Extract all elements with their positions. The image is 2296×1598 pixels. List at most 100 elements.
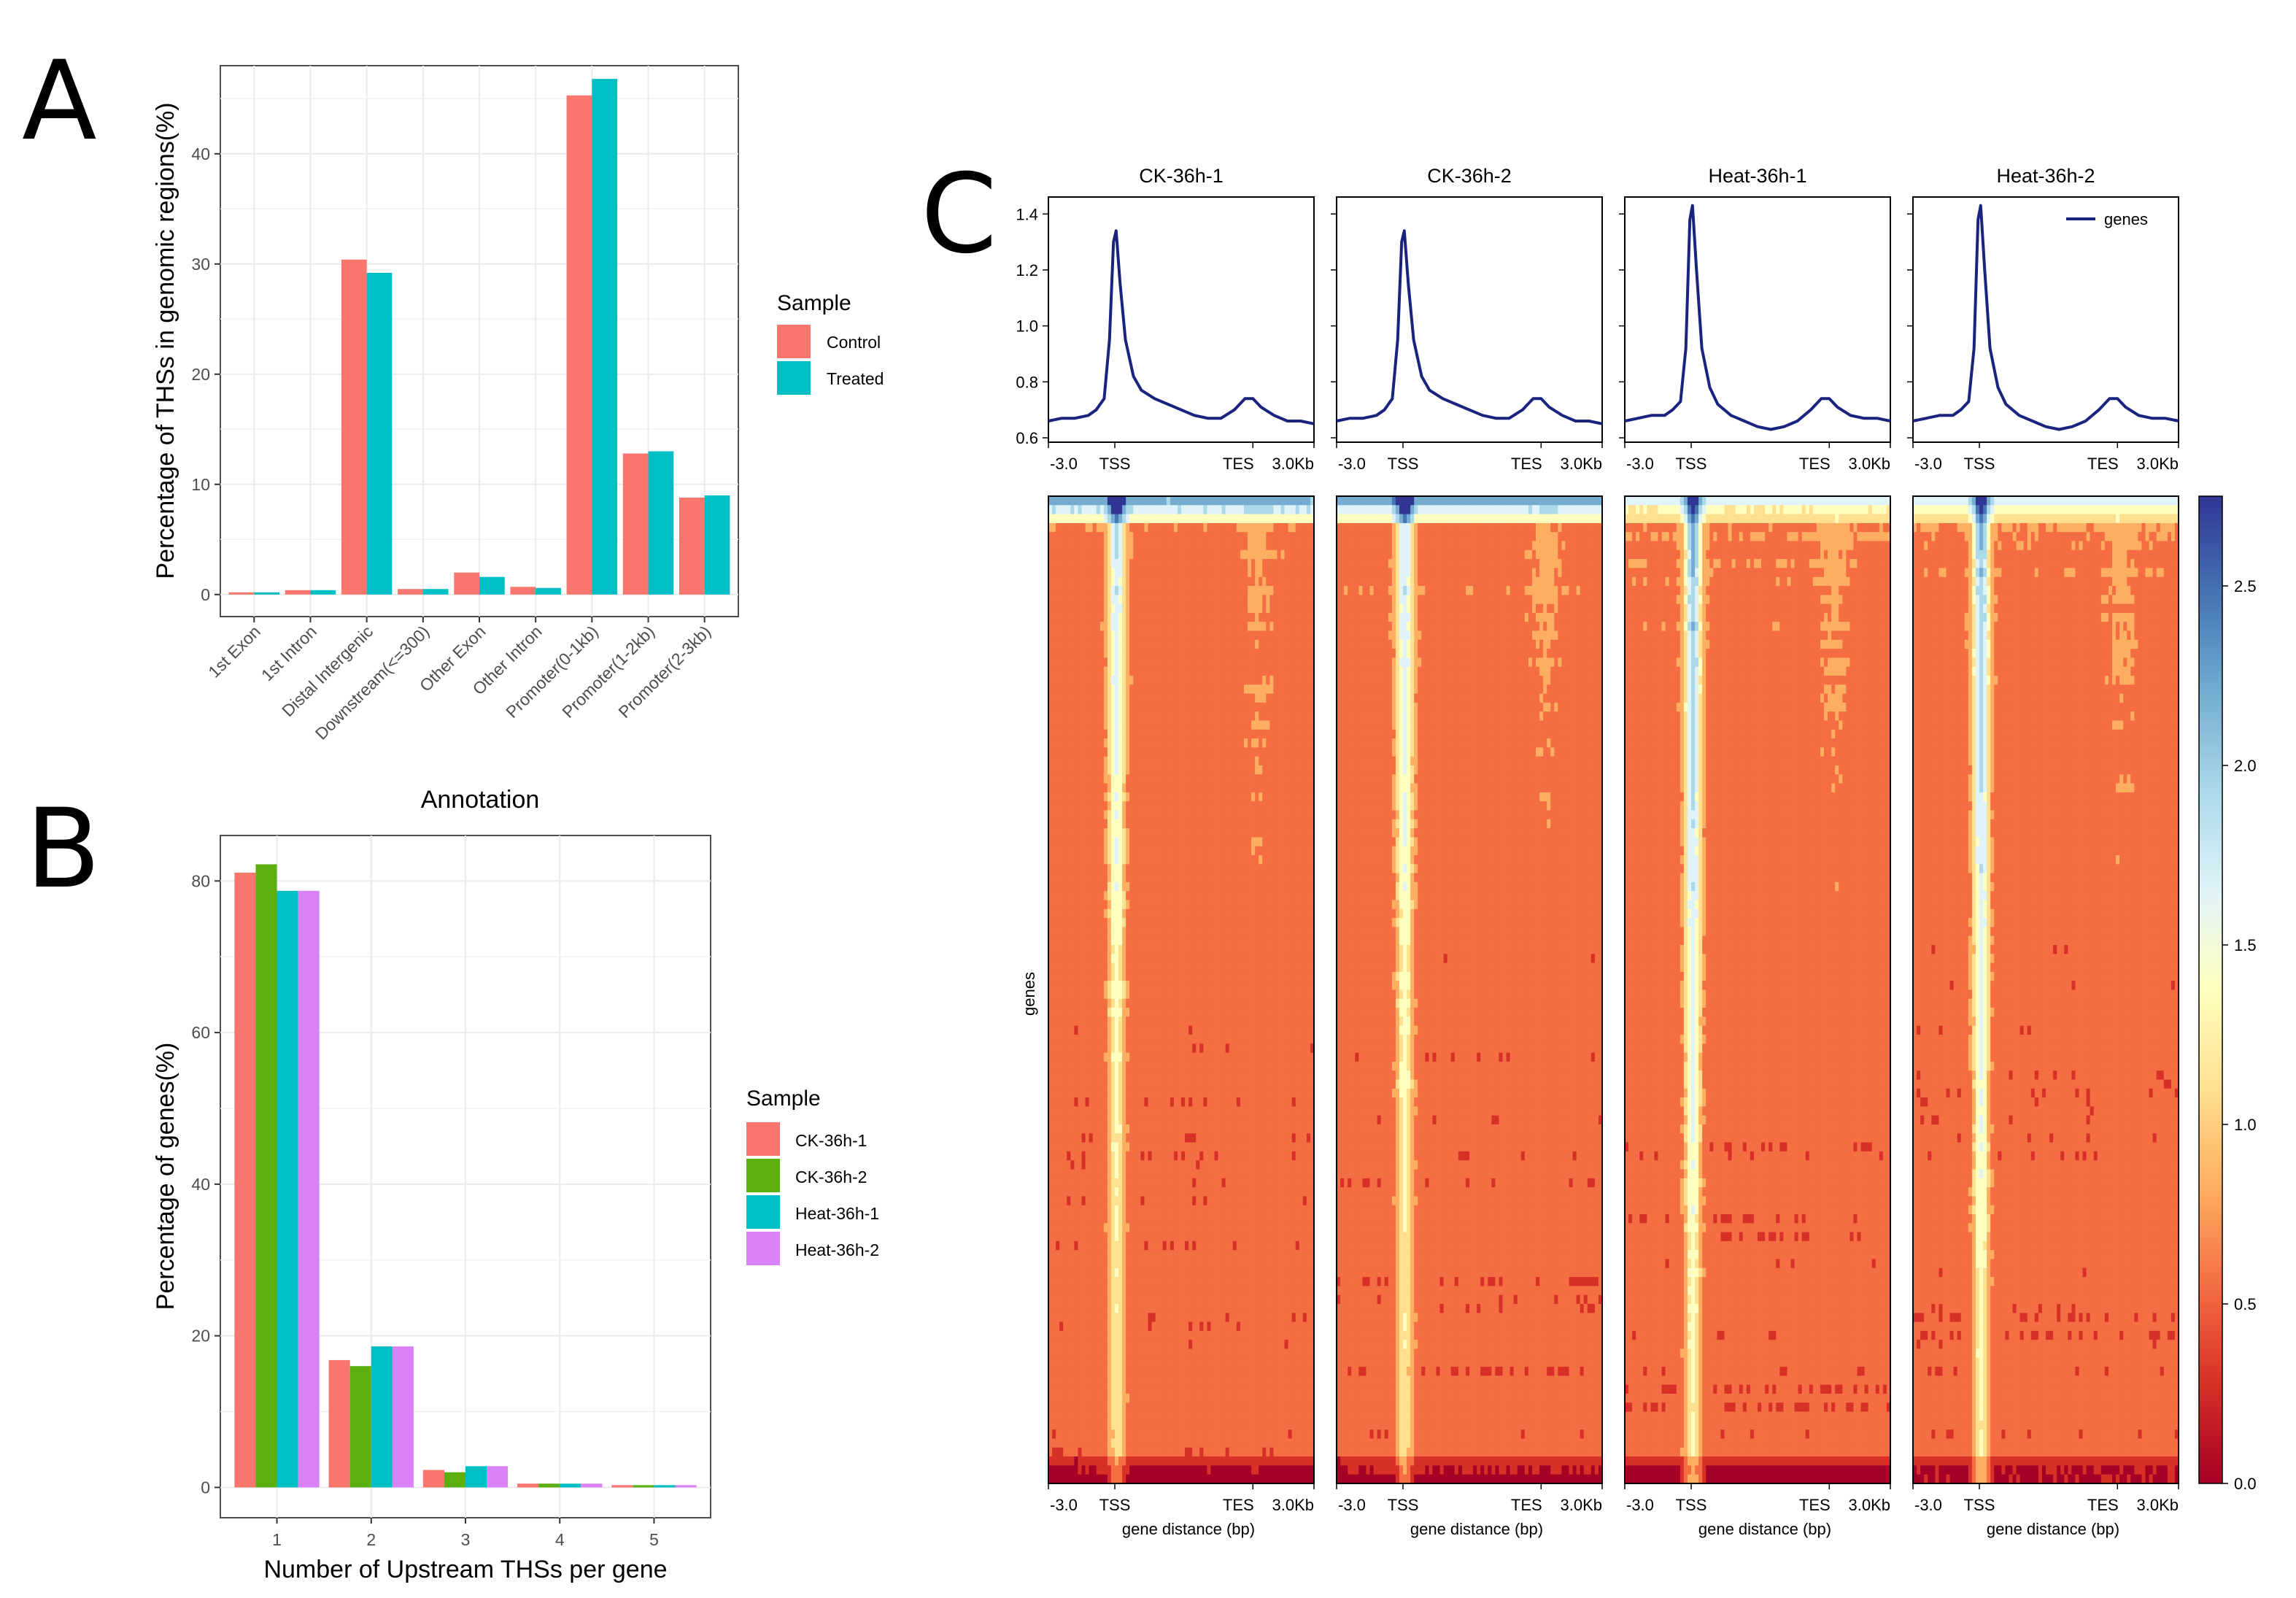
heatmap-cell [1262,604,1267,614]
heatmap-cell [1167,604,1171,614]
heatmap-cell [1192,577,1197,587]
heatmap-cell [1185,667,1189,676]
heatmap-cell [1277,586,1281,595]
heatmap-cell [1056,657,1060,667]
heatmap-cell [1299,595,1304,604]
heatmap-cell [1181,496,1186,506]
heatmap-cell [1229,604,1234,614]
bar-heat-36h-2-4 [581,1483,602,1487]
heatmap-cell [1188,505,1193,514]
heatmap-cell [1277,667,1281,676]
heatmap-cell [1140,541,1145,551]
heatmap-cell [1288,595,1293,604]
heatmap-cell [1215,595,1219,604]
heatmap-cell [1181,667,1186,676]
heatmap-cell [1097,613,1101,622]
heatmap-cell [1108,622,1112,631]
heatmap-cell [1226,613,1230,622]
heatmap-cell [1156,604,1160,614]
heatmap-cell [1115,505,1119,514]
heatmap-cell [1163,613,1167,622]
heatmap-cell [1240,532,1245,541]
heatmap-cell [1152,559,1156,568]
heatmap-cell [1255,649,1259,658]
heatmap-cell [1196,568,1200,577]
heatmap-cell [1229,505,1234,514]
heatmap-cell [1281,622,1286,631]
heatmap-cell [1307,622,1311,631]
heatmap-cell [1059,676,1064,685]
heatmap-cell [1237,532,1241,541]
heatmap-cell [1178,595,1182,604]
heatmap-cell [1070,649,1075,658]
heatmap-cell [1126,514,1130,524]
heatmap-cell [1170,523,1175,533]
heatmap-cell [1292,496,1296,506]
heatmap-cell [1074,604,1078,614]
profile-frame [1048,197,1314,442]
bar-control-other-intron [510,587,536,595]
heatmap-cell [1059,667,1064,676]
heatmap-cell [1152,568,1156,577]
profile-heatmap-panel-ck-36h-1: CK-36h-11.41.21.00.80.6-3.0 TSS TES 3.0Kb-3… [1016,165,1314,1538]
heatmap-cell [1137,649,1141,658]
heatmap-cell [1203,640,1207,649]
heatmap-cell [1222,613,1226,622]
heatmap-cell [1259,532,1263,541]
heatmap-cell [1100,667,1105,676]
heatmap-cell [1074,631,1078,641]
heatmap-cell [1152,595,1156,604]
heatmap-cell [1178,577,1182,587]
heatmap-cell [1307,577,1311,587]
heatmap-cell [1089,622,1094,631]
heatmap-cell [1118,667,1123,676]
heatmap-cell [1210,667,1215,676]
heatmap-cell [1093,541,1097,551]
heatmap-cell [1104,613,1108,622]
heatmap-cell [1063,613,1067,622]
heatmap-cell [1156,568,1160,577]
heatmap-cell [1074,541,1078,551]
heatmap-cell [1273,514,1278,524]
heatmap-cell [1273,568,1278,577]
heatmap-cell [1277,514,1281,524]
heatmap-cell [1122,523,1126,533]
heatmap-cell [1163,496,1167,506]
heatmap-cell [1226,559,1230,568]
heatmap-cell [1181,613,1186,622]
heatmap-cell [1174,640,1178,649]
heatmap-cell [1266,532,1270,541]
heatmap-cell [1266,595,1270,604]
heatmap-cell [1086,640,1090,649]
heatmap-cell [1273,640,1278,649]
heatmap-cell [1233,613,1237,622]
heatmap-cell [1229,559,1234,568]
heatmap-cell [1288,577,1293,587]
heatmap-cell [1259,496,1263,506]
heatmap-cell [1111,541,1116,551]
heatmap-cell [1129,586,1134,595]
heatmap-cell [1152,577,1156,587]
heatmap-cell [1285,532,1289,541]
heatmap-cell [1296,550,1300,560]
heatmap-cell [1307,541,1311,551]
heatmap-cell [1111,577,1116,587]
heatmap-cell [1167,586,1171,595]
heatmap-cell [1285,640,1289,649]
legend-label-heat-36h-2: Heat-36h-2 [795,1240,879,1259]
heatmap-cell [1059,622,1064,631]
heatmap-cell [1104,541,1108,551]
heatmap-cell [1100,550,1105,560]
heatmap-cell [1078,496,1082,506]
heatmap-cell [1277,613,1281,622]
heatmap-cell [1255,532,1259,541]
heatmap-cell [1167,667,1171,676]
bar-ck-36h-1-4 [517,1483,538,1487]
heatmap-cell [1226,568,1230,577]
bar-control-other-exon [454,573,479,595]
heatmap-cell [1118,577,1123,587]
heatmap-cell [1067,640,1071,649]
heatmap-cell [1215,550,1219,560]
heatmap-cell [1129,559,1134,568]
heatmap-cell [1159,559,1164,568]
